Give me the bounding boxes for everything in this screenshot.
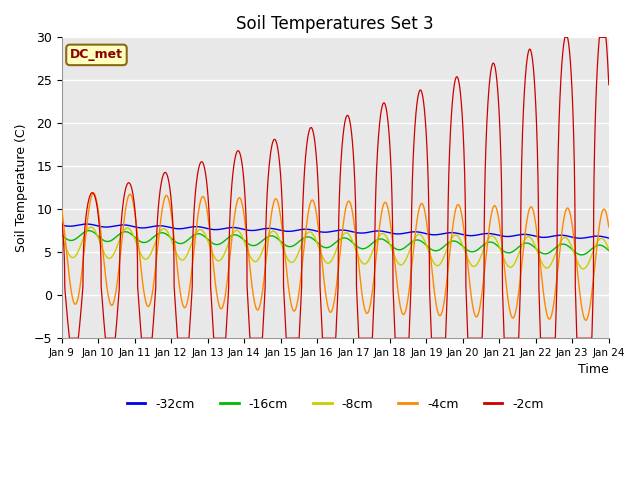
X-axis label: Time: Time	[578, 363, 609, 376]
Text: DC_met: DC_met	[70, 48, 123, 61]
Title: Soil Temperatures Set 3: Soil Temperatures Set 3	[236, 15, 434, 33]
Legend: -32cm, -16cm, -8cm, -4cm, -2cm: -32cm, -16cm, -8cm, -4cm, -2cm	[122, 393, 549, 416]
Y-axis label: Soil Temperature (C): Soil Temperature (C)	[15, 123, 28, 252]
